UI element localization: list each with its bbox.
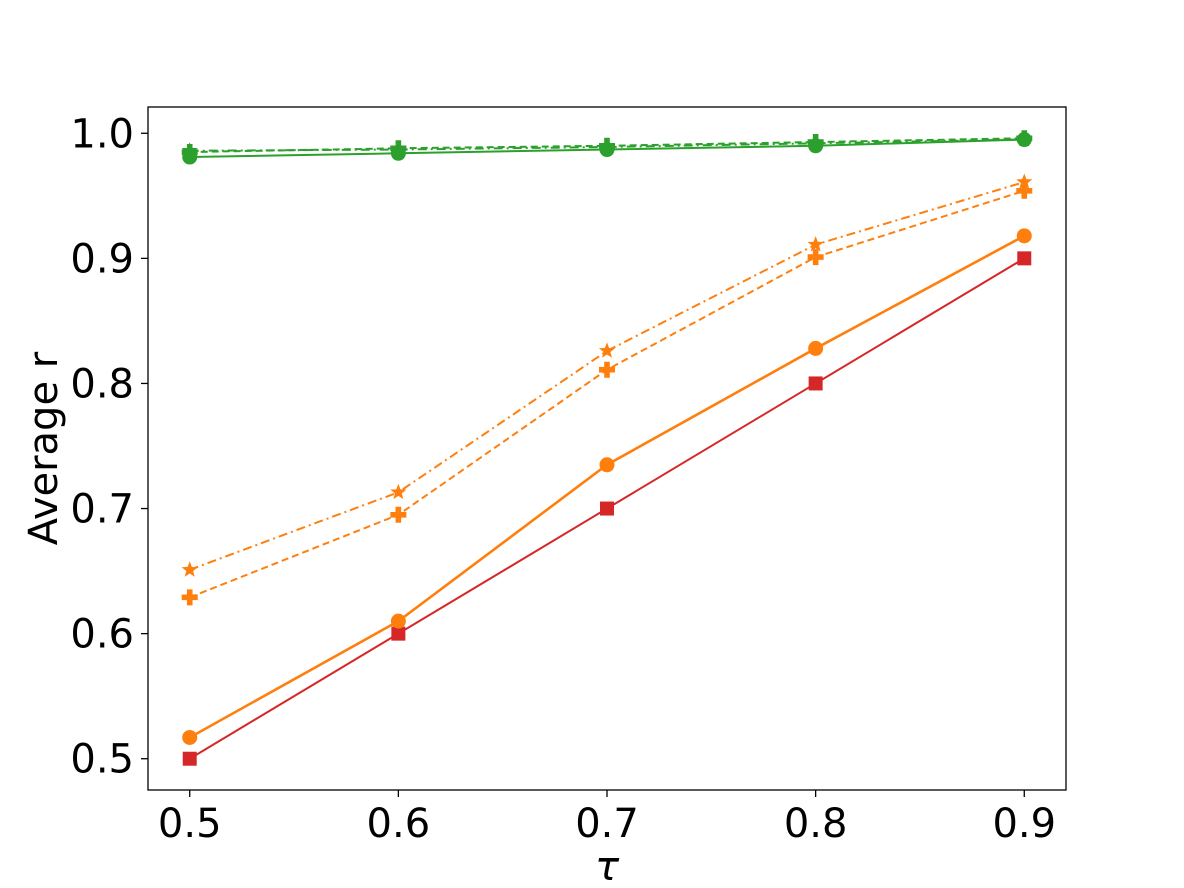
data-point	[182, 751, 197, 766]
data-point	[182, 729, 198, 745]
data-point	[598, 342, 616, 358]
x-tick-label: 0.9	[992, 801, 1056, 847]
y-axis-label: Average r	[21, 351, 67, 545]
data-point	[181, 142, 198, 158]
x-axis-label: τ	[595, 844, 620, 888]
y-tick-label: 0.7	[70, 487, 134, 533]
series-4	[181, 173, 1033, 577]
data-point	[1016, 173, 1033, 189]
data-point	[390, 613, 406, 629]
data-point	[390, 506, 407, 523]
data-point	[808, 340, 824, 356]
y-tick-label: 0.8	[70, 361, 134, 407]
data-point	[1016, 131, 1033, 147]
y-axis: 0.5 0.6 0.7 0.8 0.9 1.0	[70, 111, 148, 783]
y-tick-label: 1.0	[70, 111, 134, 157]
data-point	[808, 376, 823, 391]
data-point	[807, 236, 824, 252]
x-tick-label: 0.6	[367, 801, 431, 847]
x-axis: 0.5 0.6 0.7 0.8 0.9	[158, 790, 1056, 847]
series-line	[189, 181, 1025, 571]
data-point	[1017, 251, 1032, 266]
data-point	[598, 138, 616, 154]
data-point	[600, 501, 614, 516]
data-point	[599, 361, 615, 378]
data-point	[181, 561, 198, 577]
x-tick-label: 0.5	[158, 801, 222, 847]
data-point	[807, 134, 824, 151]
data-point	[390, 483, 407, 500]
y-tick-label: 0.9	[70, 236, 134, 282]
data-point	[1016, 228, 1032, 244]
data-point	[390, 141, 407, 157]
series-3	[181, 182, 1033, 606]
series-7	[181, 131, 1033, 158]
series-line	[189, 234, 1025, 739]
series-line	[189, 137, 1025, 154]
series-line	[189, 138, 1025, 152]
y-tick-label: 0.5	[70, 737, 134, 783]
series-1	[182, 251, 1032, 766]
x-tick-label: 0.8	[784, 801, 848, 847]
y-tick-label: 0.6	[70, 612, 134, 658]
x-tick-label: 0.7	[575, 801, 639, 847]
plot-frame	[147, 106, 1067, 791]
series-layer	[181, 130, 1033, 766]
data-point	[1016, 182, 1033, 199]
data-point	[391, 626, 406, 641]
data-point	[807, 249, 824, 266]
series-2	[182, 228, 1032, 745]
series-line	[189, 189, 1025, 599]
data-point	[599, 457, 615, 473]
data-point	[181, 589, 198, 606]
